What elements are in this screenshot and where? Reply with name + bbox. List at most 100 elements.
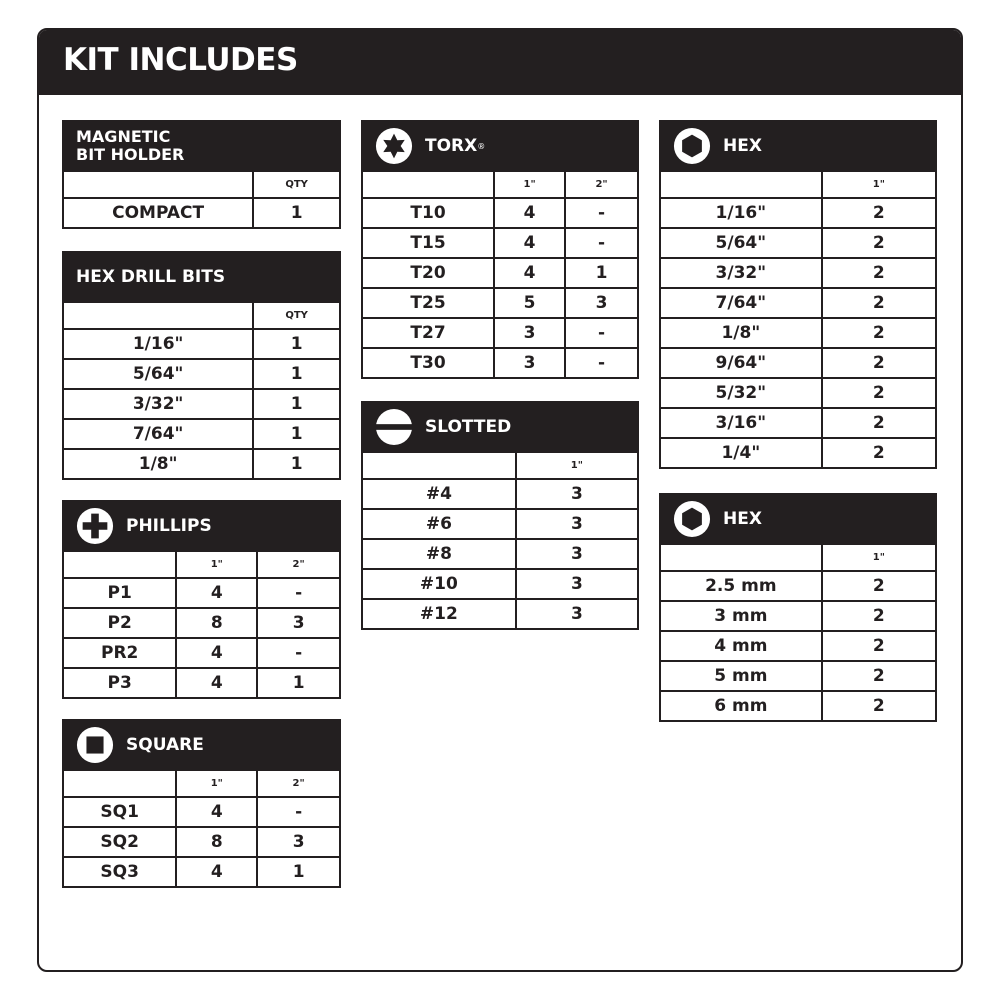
table-cell: 2 <box>820 439 935 467</box>
table-title: MAGNETIC BIT HOLDER <box>76 127 185 164</box>
table-row: #4 3 <box>363 478 637 508</box>
table-cell: 5/64" <box>715 233 767 253</box>
table-row: PR2 4- <box>64 637 339 667</box>
table-cell: 1/8" <box>721 323 761 343</box>
table-heading: HEX <box>661 495 935 543</box>
column-header <box>64 771 175 796</box>
torx-icon <box>375 127 413 165</box>
table-cell: 2 <box>820 319 935 347</box>
table-cell: 1 <box>252 390 339 418</box>
table-cell: 2 <box>820 229 935 257</box>
table-cell: 2 <box>820 572 935 600</box>
table-cell: 4 <box>175 858 256 886</box>
table-row: 9/64" 2 <box>661 347 935 377</box>
table-row: P2 8 3 <box>64 607 339 637</box>
table-cell: 3/32" <box>132 394 184 414</box>
table-heading: SQUARE <box>64 721 339 769</box>
table-row: 4 mm 2 <box>661 630 935 660</box>
table-cell: 2 <box>820 692 935 720</box>
slotted-table: SLOTTED 1" #4 3 #6 3 #8 3 #10 3 #12 3 <box>361 401 639 630</box>
table-cell: 1 <box>252 330 339 358</box>
column-header <box>64 552 175 577</box>
table-row: #10 3 <box>363 568 637 598</box>
table-cell: P3 <box>107 673 132 693</box>
table-row: #12 3 <box>363 598 637 628</box>
table-cell: #6 <box>425 514 452 534</box>
table-cell: 3 <box>514 540 637 568</box>
table-cell: 3 <box>564 289 637 317</box>
table-cell: 1 <box>256 858 339 886</box>
table-cell: 7/64" <box>715 293 767 313</box>
table-row: 5/64" 2 <box>661 227 935 257</box>
table-row: 1/16" 1 <box>64 328 339 358</box>
column-header <box>363 453 515 478</box>
table-cell: T30 <box>410 353 446 373</box>
table-cell: 7/64" <box>132 424 184 444</box>
table-row: T30 3- <box>363 347 637 377</box>
table-cell: #4 <box>425 484 452 504</box>
square-icon <box>76 726 114 764</box>
column-header-row: 1" <box>661 170 935 197</box>
table-row: 3 mm 2 <box>661 600 935 630</box>
table-row: 1/4" 2 <box>661 437 935 467</box>
table-cell: P2 <box>107 613 132 633</box>
column-header-row: 1" <box>363 451 637 478</box>
table-cell: 2 <box>820 632 935 660</box>
table-cell: 3 <box>256 828 339 856</box>
table-cell: 6 mm <box>714 696 768 716</box>
hex-metric-table: HEX 1" 2.5 mm 2 3 mm 2 4 mm 2 5 mm 2 6 mm 2 <box>659 493 937 722</box>
table-cell: SQ3 <box>100 862 139 882</box>
table-cell: 4 <box>175 579 256 607</box>
table-row: SQ1 4- <box>64 796 339 826</box>
table-row: 7/64" 2 <box>661 287 935 317</box>
column-header <box>64 172 252 197</box>
column-header: 2" <box>564 172 637 197</box>
table-cell: 3 <box>514 480 637 508</box>
table-heading: HEX DRILL BITS <box>64 253 339 301</box>
table-heading: SLOTTED <box>363 403 637 451</box>
table-cell: 3 <box>514 510 637 538</box>
table-title: SQUARE <box>126 735 204 755</box>
column-header <box>661 545 821 570</box>
table-row: 3/32" 2 <box>661 257 935 287</box>
table-heading: HEX <box>661 122 935 170</box>
hex-inch-table: HEX 1" 1/16" 2 5/64" 2 3/32" 2 7/64" 2 1/8" 2 9/64" 2… <box>659 120 937 469</box>
table-cell: SQ2 <box>100 832 139 852</box>
table-cell: 4 <box>493 259 564 287</box>
table-cell: 2 <box>820 199 935 227</box>
table-heading: MAGNETIC BIT HOLDER <box>64 122 339 170</box>
table-row: 1/8" 1 <box>64 448 339 478</box>
column-header: 1" <box>493 172 564 197</box>
column-header-row: QTY <box>64 301 339 328</box>
table-cell: #10 <box>419 574 458 594</box>
table-cell: - <box>564 199 637 227</box>
column-header-row: QTY <box>64 170 339 197</box>
table-row: #6 3 <box>363 508 637 538</box>
table-row: 1/8" 2 <box>661 317 935 347</box>
phillips-icon <box>76 507 114 545</box>
column-header-row: 1" 2" <box>64 550 339 577</box>
table-cell: 3 <box>256 609 339 637</box>
table-row: 3/16" 2 <box>661 407 935 437</box>
hex-icon <box>673 500 711 538</box>
table-cell: T10 <box>410 203 446 223</box>
header-bar: KIT INCLUDES <box>39 30 961 95</box>
table-row: P3 4 1 <box>64 667 339 697</box>
table-cell: 1/16" <box>132 334 184 354</box>
table-cell: 4 <box>175 798 256 826</box>
table-cell: 3 <box>493 319 564 347</box>
table-row: 5/32" 2 <box>661 377 935 407</box>
table-cell: COMPACT <box>112 203 205 223</box>
table-row: 3/32" 1 <box>64 388 339 418</box>
table-row: 5 mm 2 <box>661 660 935 690</box>
table-cell: - <box>256 639 339 667</box>
table-cell: 4 <box>493 199 564 227</box>
column-header: 1" <box>820 172 935 197</box>
column-header: 1" <box>175 771 256 796</box>
table-cell: 5/32" <box>715 383 767 403</box>
table-title: PHILLIPS <box>126 516 212 536</box>
table-row: SQ2 8 3 <box>64 826 339 856</box>
table-cell: 1 <box>256 669 339 697</box>
column-header: QTY <box>252 303 339 328</box>
table-cell: 2.5 mm <box>705 576 777 596</box>
